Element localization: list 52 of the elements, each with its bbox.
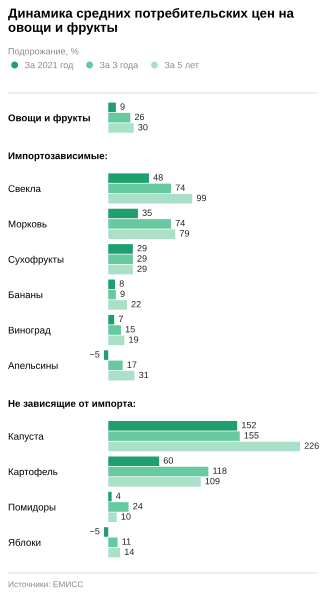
y-tick-label: Сухофрукты <box>8 256 64 265</box>
data-label: 10 <box>122 513 131 520</box>
data-label: 4 <box>116 492 121 499</box>
y-tick-label: Морковь <box>8 220 47 230</box>
data-label: 30 <box>138 124 148 130</box>
data-label: 22 <box>132 300 141 308</box>
data-label: 15 <box>126 326 135 332</box>
data-label: 60 <box>164 457 174 464</box>
data-label: 29 <box>137 255 147 262</box>
legend-label: За 3 года <box>100 62 138 70</box>
data-label: 118 <box>213 468 227 474</box>
y-tick-label: Капуста <box>8 432 44 442</box>
data-label: 17 <box>128 362 136 368</box>
data-label: 99 <box>196 194 206 202</box>
data-label: 226 <box>304 442 319 449</box>
data-label: 109 <box>206 478 220 484</box>
chart-subtitle: Подорожание, % <box>8 48 78 56</box>
y-tick-label: Помидоры <box>8 504 56 512</box>
data-label: 31 <box>139 372 148 378</box>
data-label: 26 <box>134 114 144 120</box>
legend-label: За 2021 год <box>24 62 74 70</box>
annotation: Не зависящие от импорта: <box>8 400 135 409</box>
data-label: −5 <box>90 528 100 534</box>
y-tick-label: Бананы <box>8 291 42 298</box>
y-tick-label: Яблоки <box>8 538 40 546</box>
data-label: 152 <box>242 422 256 428</box>
data-label: −5 <box>90 351 100 358</box>
data-label: 29 <box>137 244 147 252</box>
data-label: 74 <box>176 220 185 226</box>
data-label: 19 <box>129 336 138 343</box>
chart-title: Динамика средних потребительских цен на овощи и фрукты <box>8 8 294 35</box>
data-label: 79 <box>180 230 190 237</box>
data-label: 8 <box>120 280 124 287</box>
data-label: 29 <box>137 266 147 272</box>
y-tick-label: Картофель <box>8 468 58 478</box>
data-label: 11 <box>122 538 131 545</box>
y-tick-label: Овощи и фрукты <box>8 114 90 124</box>
annotation: Импортозависимые: <box>8 152 107 162</box>
data-label: 24 <box>133 502 143 510</box>
y-tick-label: Апельсины <box>8 362 58 370</box>
data-label: 9 <box>120 103 125 110</box>
data-label: 7 <box>118 316 123 322</box>
data-label: 48 <box>153 174 163 181</box>
legend-label: За 5 лет <box>164 62 199 68</box>
data-label: 74 <box>176 184 185 191</box>
y-tick-label: Виноград <box>8 326 51 336</box>
data-label: 35 <box>142 210 152 216</box>
data-label: 155 <box>244 432 259 439</box>
y-tick-label: Свекла <box>8 185 41 192</box>
data-label: 9 <box>120 290 125 298</box>
data-label: 14 <box>124 548 134 555</box>
text: Источники: ЕМИСС <box>8 581 84 588</box>
